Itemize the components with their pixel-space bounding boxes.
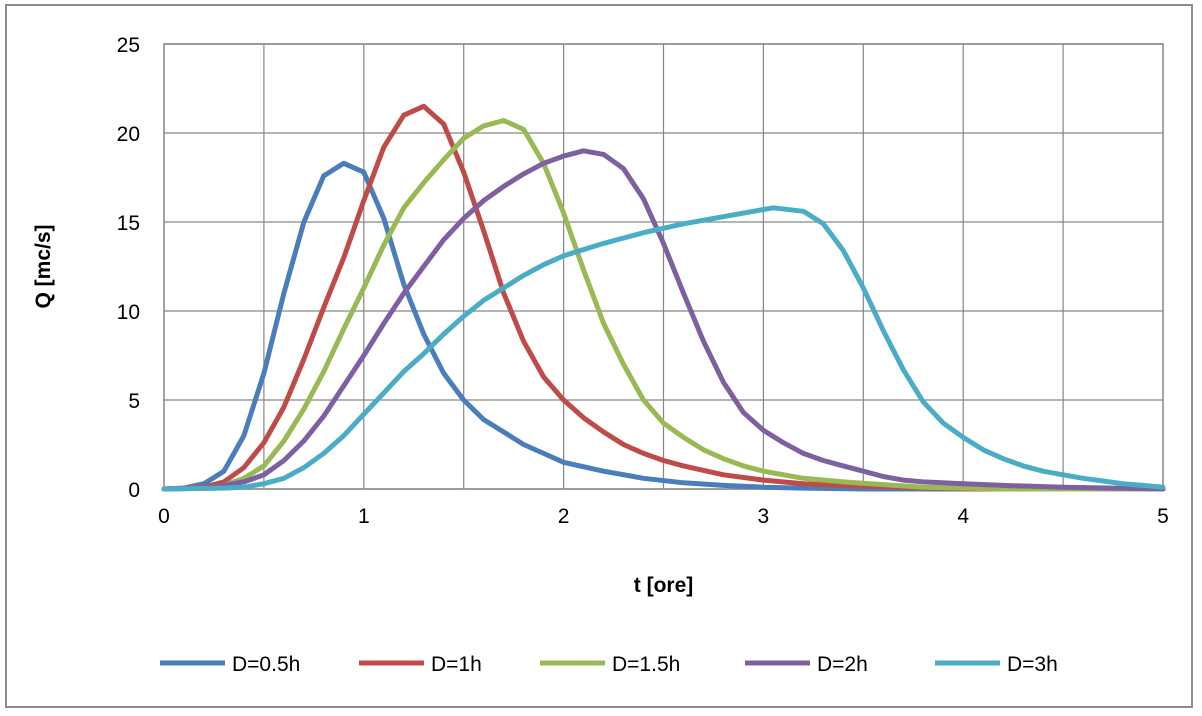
y-tick-label: 0: [128, 479, 140, 502]
legend: D=0.5h D=1h D=1.5h D=2h D=3h: [160, 653, 1058, 676]
x-tick-label: 0: [158, 505, 170, 528]
legend-item-4: D=2h: [745, 653, 868, 676]
plot-area-border: [163, 43, 1164, 490]
y-tick-label: 5: [128, 390, 140, 413]
chart-frame: [5, 4, 1193, 708]
x-tick-label: 2: [558, 505, 570, 528]
legend-item-2: D=1h: [359, 653, 482, 676]
x-tick-labels: 0 1 2 3 4 5: [158, 505, 1169, 528]
series-line-5: [161, 205, 1166, 492]
x-tick-label: 4: [957, 505, 969, 528]
x-tick-label: 3: [758, 505, 770, 528]
y-axis-title: Q [mc/s]: [32, 224, 55, 308]
series-line-2: [161, 103, 1166, 492]
legend-label: D=3h: [1007, 653, 1058, 676]
y-tick-label: 15: [117, 212, 140, 235]
y-tick-labels: 0 5 10 15 20 25: [117, 34, 140, 502]
legend-item-5: D=3h: [935, 653, 1058, 676]
x-tick-label: 5: [1157, 505, 1169, 528]
legend-label: D=2h: [817, 653, 868, 676]
y-tick-label: 10: [117, 301, 140, 324]
legend-item-1: D=0.5h: [160, 653, 300, 676]
legend-label: D=1.5h: [612, 653, 680, 676]
legend-item-3: D=1.5h: [540, 653, 680, 676]
legend-label: D=0.5h: [232, 653, 300, 676]
y-tick-label: 20: [117, 123, 140, 146]
y-tick-label: 25: [117, 34, 140, 57]
series-line-1: [161, 160, 1166, 492]
x-tick-label: 1: [358, 505, 370, 528]
legend-label: D=1h: [431, 653, 482, 676]
series-layer: [161, 103, 1166, 492]
x-axis-title: t [ore]: [634, 574, 694, 597]
series-line-4: [161, 148, 1166, 492]
